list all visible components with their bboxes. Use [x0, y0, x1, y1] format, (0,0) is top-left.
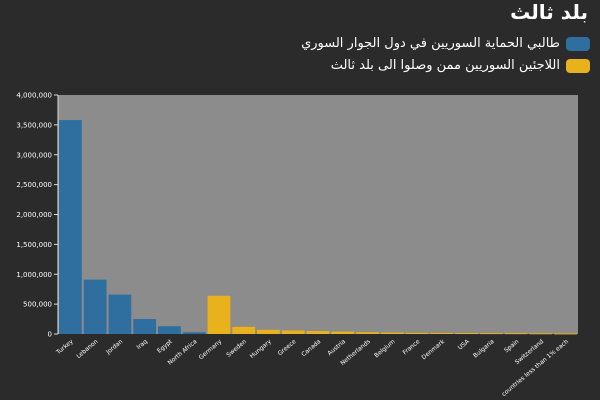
y-tick-label: 1,000,000	[16, 271, 52, 279]
bar-canada	[306, 331, 330, 334]
x-tick-label: Spain	[503, 338, 520, 354]
x-tick-label: Jordan	[104, 338, 124, 356]
plot-area	[58, 95, 578, 334]
legend-item-third: اللاجئين السوريين ممن وصلوا الى بلد ثالث	[331, 58, 590, 73]
x-tick-label: Bulgaria	[472, 338, 496, 360]
legend-swatch-third	[566, 58, 590, 73]
x-tick-label: Denmark	[420, 338, 446, 361]
bar-hungary	[257, 329, 280, 334]
bar-france	[405, 332, 429, 334]
x-tick-label: France	[402, 338, 422, 356]
x-tick-label: Hungary	[249, 338, 273, 360]
bar-jordan	[108, 294, 132, 334]
bar-denmark	[430, 332, 454, 334]
bar-sweden	[232, 326, 256, 334]
x-tick-label: Sweden	[225, 338, 248, 359]
legend-label-neighbor: طالبي الحماية السوريين في دول الجوار الس…	[301, 36, 560, 51]
x-tick-label: Lebanon	[75, 338, 99, 360]
bar-turkey	[58, 120, 82, 334]
y-tick-label: 4,000,000	[16, 92, 52, 100]
bar-iraq	[133, 319, 157, 334]
bar-usa	[455, 333, 478, 335]
bar-germany	[207, 295, 231, 334]
bar-austria	[331, 331, 355, 334]
y-tick-label: 2,500,000	[16, 181, 52, 189]
chart-title: بلد ثالث	[510, 0, 588, 24]
x-tick-label: Austria	[326, 338, 347, 357]
legend-swatch-neighbor	[566, 36, 590, 51]
x-tick-label: Iraq	[135, 338, 149, 351]
y-tick-label: 3,500,000	[16, 121, 52, 129]
y-tick-label: 2,000,000	[16, 211, 52, 219]
bar-belgium	[380, 332, 404, 334]
bar-egypt	[158, 326, 181, 334]
bar-netherlands	[356, 332, 379, 334]
bar-north-africa	[182, 332, 206, 334]
bar-bulgaria	[479, 333, 503, 335]
y-tick-label: 3,000,000	[16, 151, 52, 159]
x-tick-label: Belgium	[373, 338, 396, 359]
x-tick-label: Egypt	[156, 338, 174, 355]
x-tick-label: Germany	[198, 338, 224, 361]
x-tick-label: Turkey	[54, 338, 75, 357]
bar-greece	[281, 330, 305, 334]
legend-label-third: اللاجئين السوريين ممن وصلوا الى بلد ثالث	[330, 58, 560, 73]
bar-spain	[504, 333, 528, 335]
y-tick-label: 500,000	[23, 301, 52, 309]
x-tick-label: USA	[457, 338, 472, 352]
bar-switzerland	[529, 333, 553, 335]
x-tick-label: Greece	[277, 338, 298, 357]
bar-lebanon	[83, 279, 107, 334]
legend-item-neighbor: طالبي الحماية السوريين في دول الجوار الس…	[301, 36, 590, 51]
y-tick-label: 1,500,000	[16, 241, 52, 249]
bar-countries-less-than-1-each	[554, 333, 578, 335]
x-tick-label: Canada	[300, 338, 322, 358]
y-tick-label: 0	[48, 331, 52, 339]
